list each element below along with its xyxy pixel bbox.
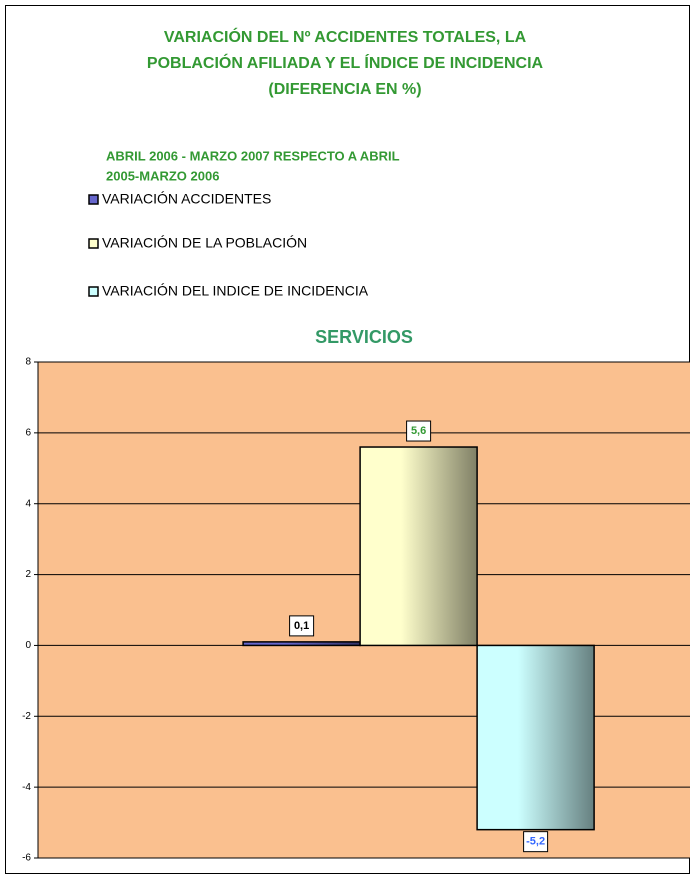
title-line: (DIFERENCIA EN %) — [268, 81, 421, 98]
value-label-box — [406, 420, 432, 442]
subtitle-line: ABRIL 2006 - MARZO 2007 RESPECTO A ABRIL — [106, 148, 400, 163]
value-label: -5,2 — [526, 836, 545, 848]
legend-label: VARIACIÓN DEL INDICE DE INCIDENCIA — [102, 283, 369, 299]
y-tick-label: -4 — [22, 782, 31, 793]
subtitle: ABRIL 2006 - MARZO 2007 RESPECTO A ABRIL… — [106, 148, 400, 183]
y-tick-label: 2 — [25, 569, 31, 580]
value-label: 0,1 — [294, 620, 309, 632]
title: VARIACIÓN DEL Nº ACCIDENTES TOTALES, LA … — [147, 27, 544, 98]
title-line: VARIACIÓN DEL Nº ACCIDENTES TOTALES, LA — [164, 27, 527, 46]
y-tick-label: 0 — [25, 640, 31, 651]
y-tick-label: 4 — [25, 498, 31, 509]
value-label-box — [523, 831, 549, 853]
value-label-box — [289, 615, 315, 637]
y-tick-label: -2 — [22, 711, 31, 722]
y-tick-label: -6 — [22, 853, 31, 864]
y-tick-label: 6 — [25, 427, 31, 438]
y-tick-label: 8 — [25, 357, 31, 368]
legend-label: VARIACIÓN DE LA POBLACIÓN — [102, 235, 307, 251]
legend-swatch — [88, 286, 99, 297]
legend-label: VARIACIÓN ACCIDENTES — [102, 191, 271, 207]
chart-title: SERVICIOS — [315, 327, 413, 347]
bar — [359, 446, 478, 647]
legend-swatch — [88, 238, 99, 249]
legend-swatch — [88, 194, 99, 205]
subtitle-line: 2005-MARZO 2006 — [106, 168, 219, 183]
bar — [242, 641, 361, 647]
bar — [476, 644, 595, 831]
value-label: 5,6 — [411, 425, 426, 437]
title-line: POBLACIÓN AFILIADA Y EL ÍNDICE DE INCIDE… — [147, 53, 544, 72]
